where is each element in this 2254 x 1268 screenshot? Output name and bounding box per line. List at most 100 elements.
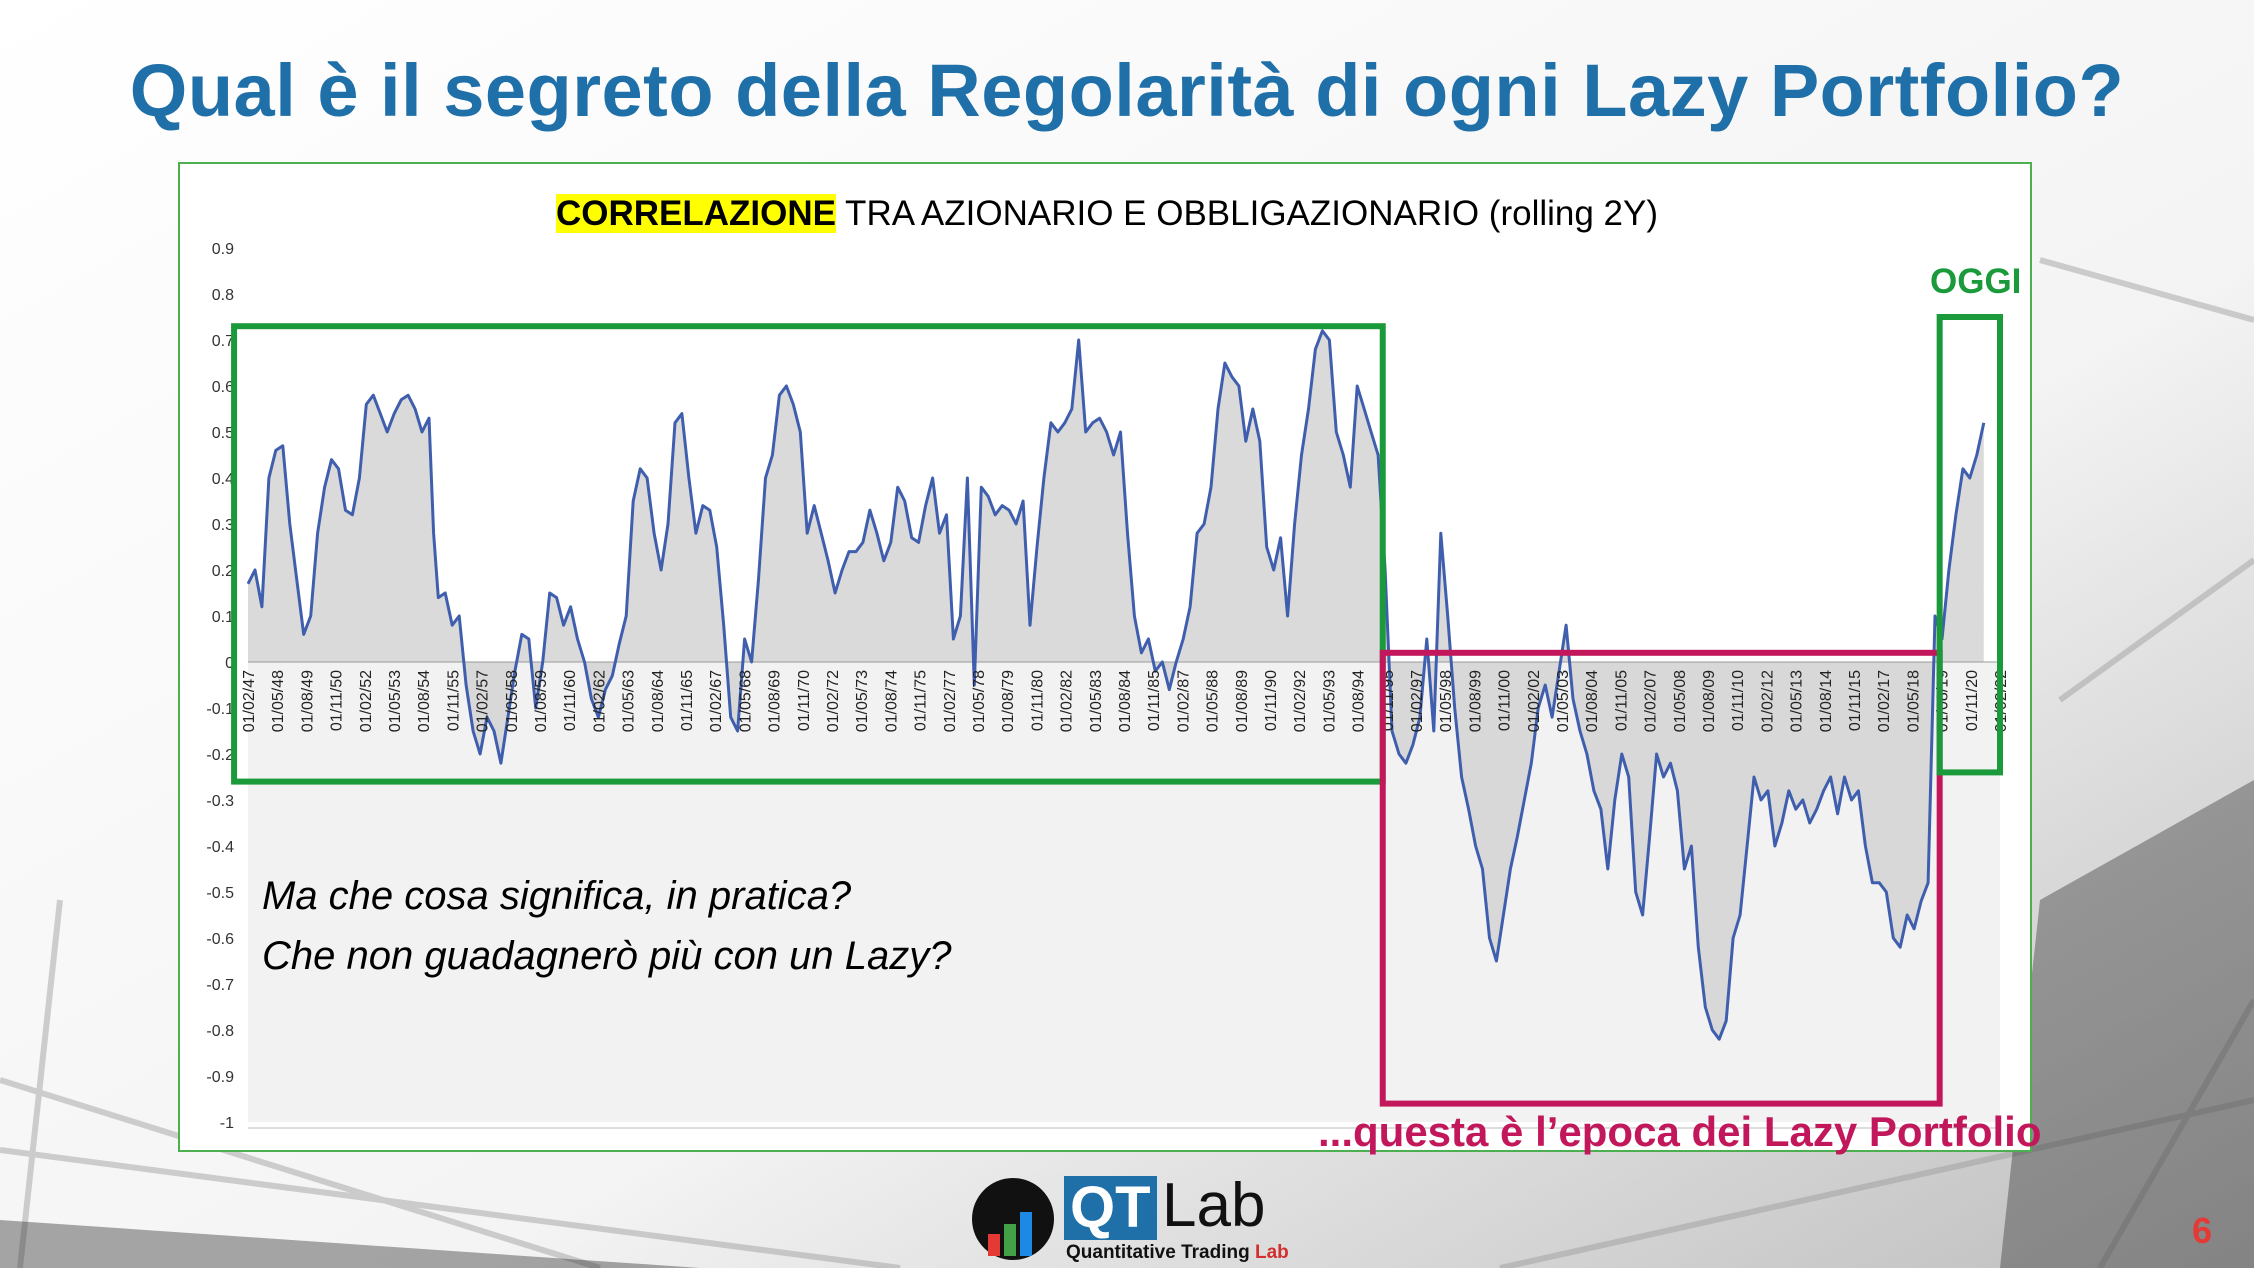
x-tick-label: 01/08/04 bbox=[1584, 670, 1601, 732]
x-tick-label: 01/05/63 bbox=[621, 670, 638, 732]
logo-subtitle-prefix: Quantitative Trading bbox=[1066, 1242, 1255, 1263]
y-tick-label: 0.3 bbox=[212, 517, 234, 534]
x-tick-label: 01/02/62 bbox=[591, 670, 608, 732]
x-tick-label: 01/02/97 bbox=[1409, 670, 1426, 732]
x-tick-label: 01/08/74 bbox=[883, 670, 900, 732]
x-tick-label: 01/05/08 bbox=[1672, 670, 1689, 732]
x-tick-label: 01/02/07 bbox=[1643, 670, 1660, 732]
lazy-era-caption: ...questa è l’epoca dei Lazy Portfolio bbox=[1318, 1108, 2042, 1155]
x-tick-label: 01/05/18 bbox=[1905, 670, 1922, 732]
x-tick-label: 01/08/64 bbox=[650, 670, 667, 732]
y-tick-label: -0.1 bbox=[206, 701, 234, 718]
x-tick-label: 01/05/68 bbox=[737, 670, 754, 732]
x-tick-label: 01/11/05 bbox=[1613, 670, 1630, 731]
question-text: Ma che cosa significa, in pratica? Che n… bbox=[262, 866, 951, 986]
question-line-1: Ma che cosa significa, in pratica? bbox=[262, 874, 852, 918]
logo-qt: QT bbox=[1064, 1176, 1157, 1240]
x-tick-label: 01/08/49 bbox=[299, 670, 316, 732]
x-tick-label: 01/02/82 bbox=[1059, 670, 1076, 732]
x-tick-label: 01/05/93 bbox=[1321, 670, 1338, 732]
x-tick-label: 01/11/90 bbox=[1263, 670, 1280, 731]
x-tick-label: 01/05/03 bbox=[1555, 670, 1572, 732]
x-tick-label: 01/05/48 bbox=[270, 670, 287, 732]
x-tick-label: 01/02/02 bbox=[1526, 670, 1543, 732]
y-tick-label: 0.6 bbox=[212, 379, 234, 396]
qtlab-logo: QT Lab Quantitative Trading Lab bbox=[972, 1168, 1289, 1264]
x-tick-label: 01/08/89 bbox=[1234, 670, 1251, 732]
y-tick-label: 0.9 bbox=[212, 241, 234, 258]
logo-subtitle-lab: Lab bbox=[1254, 1242, 1289, 1263]
x-tick-label: 01/08/09 bbox=[1701, 670, 1718, 732]
x-tick-label: 01/11/50 bbox=[329, 670, 346, 731]
x-tick-label: 01/11/00 bbox=[1497, 670, 1514, 731]
x-tick-label: 01/02/12 bbox=[1759, 670, 1776, 732]
y-tick-label: 0.5 bbox=[212, 425, 234, 442]
y-tick-label: 0.2 bbox=[212, 563, 234, 580]
x-tick-label: 01/08/79 bbox=[1000, 670, 1017, 732]
y-tick-label: -0.8 bbox=[206, 1023, 234, 1040]
series-line bbox=[246, 329, 1986, 1041]
logo-circle bbox=[972, 1178, 1054, 1260]
x-tick-label: 01/02/17 bbox=[1876, 670, 1893, 732]
x-tick-label: 01/08/99 bbox=[1467, 670, 1484, 732]
box-lazy-portfolio-era bbox=[1379, 649, 1943, 1107]
x-tick-label: 01/05/98 bbox=[1438, 670, 1455, 732]
y-tick-label: 0.7 bbox=[212, 333, 234, 350]
x-tick-label: 01/02/57 bbox=[475, 670, 492, 732]
x-tick-label: 01/02/92 bbox=[1292, 670, 1309, 732]
x-tick-label: 01/08/84 bbox=[1117, 670, 1134, 732]
y-tick-label: 0.4 bbox=[212, 471, 234, 488]
x-tick-label: 01/02/47 bbox=[241, 670, 258, 732]
box-oggi bbox=[1936, 314, 2004, 776]
x-tick-label: 01/11/55 bbox=[445, 670, 462, 731]
y-tick-label: -0.7 bbox=[206, 977, 234, 994]
chart-title-rest: TRA AZIONARIO E OBBLIGAZIONARIO (rolling… bbox=[835, 194, 1659, 233]
oggi-label: OGGI bbox=[1930, 262, 2022, 301]
chart-container: CORRELAZIONE TRA AZIONARIO E OBBLIGAZION… bbox=[178, 162, 2032, 1152]
y-tick-label: -0.4 bbox=[206, 839, 234, 856]
x-tick-label: 01/08/59 bbox=[533, 670, 550, 732]
question-line-2: Che non guadagnerò più con un Lazy? bbox=[262, 934, 952, 978]
box-high-correlation-era bbox=[231, 323, 1386, 785]
x-tick-label: 01/11/60 bbox=[562, 670, 579, 731]
x-tick-label: 01/08/69 bbox=[767, 670, 784, 732]
y-tick-label: 0 bbox=[225, 655, 234, 672]
x-tick-label: 01/02/77 bbox=[942, 670, 959, 732]
x-tick-label: 01/05/73 bbox=[854, 670, 871, 732]
x-tick-label: 01/05/53 bbox=[387, 670, 404, 732]
x-tick-label: 01/11/20 bbox=[1964, 670, 1981, 731]
y-tick-label: -1 bbox=[220, 1115, 234, 1132]
logo-subtitle: Quantitative Trading Lab bbox=[1066, 1242, 1289, 1264]
y-tick-label: 0.1 bbox=[212, 609, 234, 626]
y-tick-label: -0.9 bbox=[206, 1069, 234, 1086]
x-tick-label: 01/08/14 bbox=[1818, 670, 1835, 732]
x-tick-label: 01/02/67 bbox=[708, 670, 725, 732]
x-tick-label: 01/02/72 bbox=[825, 670, 842, 732]
series-area bbox=[248, 330, 1984, 1040]
x-tick-label: 01/11/85 bbox=[1146, 670, 1163, 731]
x-tick-label: 01/05/58 bbox=[504, 670, 521, 732]
x-tick-label: 01/11/65 bbox=[679, 670, 696, 731]
y-tick-label: -0.5 bbox=[206, 885, 234, 902]
x-tick-label: 01/08/94 bbox=[1351, 670, 1368, 732]
y-tick-label: -0.6 bbox=[206, 931, 234, 948]
x-tick-label: 01/08/54 bbox=[416, 670, 433, 732]
x-tick-label: 01/05/13 bbox=[1789, 670, 1806, 732]
page-number: 6 bbox=[2192, 1210, 2213, 1251]
x-tick-label: 01/11/80 bbox=[1029, 670, 1046, 731]
x-tick-label: 01/05/83 bbox=[1088, 670, 1105, 732]
slide-title: Qual è il segreto della Regolarità di og… bbox=[129, 49, 2125, 132]
x-tick-label: 01/11/10 bbox=[1730, 670, 1747, 731]
x-tick-label: 01/11/70 bbox=[796, 670, 813, 731]
x-tick-label: 01/02/52 bbox=[358, 670, 375, 732]
x-tick-label: 01/05/88 bbox=[1205, 670, 1222, 732]
logo-lab: Lab bbox=[1162, 1171, 1266, 1240]
chart-title-highlight: CORRELAZIONE bbox=[555, 194, 836, 233]
bar-chart-icon bbox=[988, 1212, 1032, 1256]
chart-title: CORRELAZIONE TRA AZIONARIO E OBBLIGAZION… bbox=[180, 194, 2034, 234]
x-tick-label: 01/11/75 bbox=[913, 670, 930, 731]
y-tick-label: 0.8 bbox=[212, 287, 234, 304]
x-tick-label: 01/02/87 bbox=[1175, 670, 1192, 732]
y-tick-label: -0.2 bbox=[206, 747, 234, 764]
chart-plot: 0.9 0.8 0.7 0.6 0.5 0.4 0.3 0.2 0.1 0 -0.1 -0.2 -0.3… bbox=[206, 241, 2010, 1132]
